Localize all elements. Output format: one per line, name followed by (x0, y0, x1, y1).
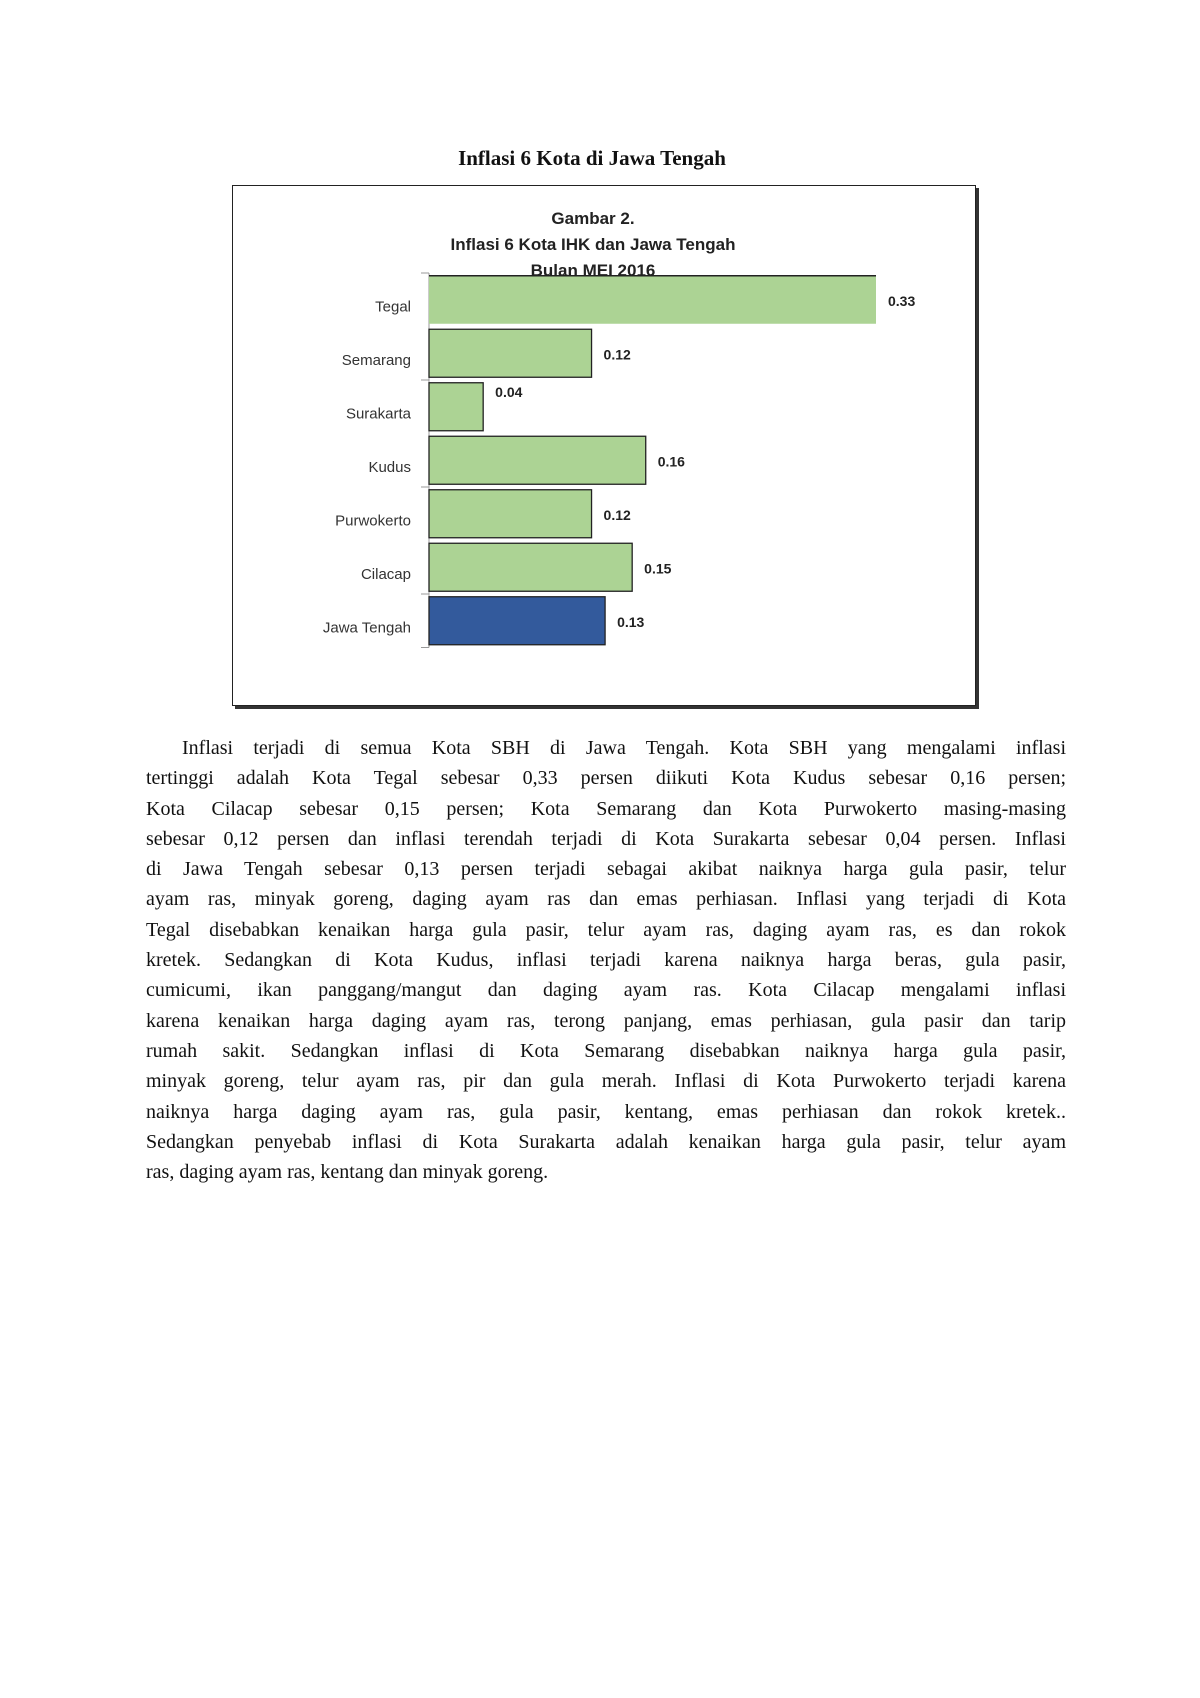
paragraph-line: sebesar 0,12 persen dan inflasi terendah… (146, 827, 1066, 850)
paragraph-line: naiknya harga daging ayam ras, gula pasi… (146, 1100, 1066, 1123)
bar-tegal (429, 275, 876, 324)
bar-chart: Gambar 2. Inflasi 6 Kota IHK dan Jawa Ten… (323, 209, 915, 648)
data-label: 0.04 (495, 384, 522, 400)
paragraph-line: tertinggi adalah Kota Tegal sebesar 0,33… (146, 767, 1066, 790)
paragraph-line: minyak goreng, telur ayam ras, pir dan g… (146, 1070, 1066, 1093)
category-label: Semarang (342, 352, 411, 369)
paragraph-line: ayam ras, minyak goreng, daging ayam ras… (146, 888, 1066, 911)
chart-title-line: Gambar 2. (551, 209, 634, 228)
paragraph-line: rumah sakit. Sedangkan inflasi di Kota S… (146, 1039, 1066, 1062)
paragraph-line: Sedangkan penyebab inflasi di Kota Surak… (146, 1130, 1066, 1153)
paragraph-line: di Jawa Tengah sebesar 0,13 persen terja… (146, 858, 1066, 881)
data-label: 0.15 (644, 560, 671, 576)
data-label: 0.13 (617, 614, 644, 630)
paragraph-line: Kota Cilacap sebesar 0,15 persen; Kota S… (146, 797, 1066, 820)
data-label: 0.12 (604, 507, 631, 523)
category-label: Cilacap (361, 566, 411, 583)
paragraph-line: cumicumi, ikan panggang/mangut dan dagin… (146, 979, 1066, 1002)
bar-purwokerto (428, 489, 593, 539)
bar-jawa-tengah (428, 596, 606, 646)
category-label: Purwokerto (335, 513, 411, 530)
paragraph-line: kretek. Sedangkan di Kota Kudus, inflasi… (146, 949, 1066, 972)
data-label: 0.33 (888, 293, 915, 309)
chart-frame: Gambar 2. Inflasi 6 Kota IHK dan Jawa Ten… (232, 185, 976, 706)
paragraph-line: ras, daging ayam ras, kentang dan minyak… (146, 1161, 549, 1184)
paragraph-line: Inflasi terjadi di semua Kota SBH di Jaw… (182, 737, 1066, 759)
body-paragraph: Inflasi terjadi di semua Kota SBH di Jaw… (146, 733, 1066, 1187)
bar-cilacap (428, 542, 633, 592)
category-label: Jawa Tengah (323, 620, 411, 637)
chart-title-line: Inflasi 6 Kota IHK dan Jawa Tengah (451, 235, 736, 254)
paragraph-line: karena kenaikan harga daging ayam ras, t… (146, 1009, 1066, 1032)
category-label: Tegal (375, 299, 411, 316)
page-heading: Inflasi 6 Kota di Jawa Tengah (458, 146, 726, 170)
data-label: 0.12 (604, 346, 631, 362)
data-label: 0.16 (658, 453, 685, 469)
category-label: Surakarta (346, 406, 412, 423)
bar-semarang (428, 328, 593, 378)
bar-surakarta (428, 382, 484, 432)
paragraph-line: Tegal disebabkan kenaikan harga gula pas… (146, 918, 1066, 941)
bar-kudus (428, 435, 647, 485)
category-label: Kudus (368, 459, 411, 476)
